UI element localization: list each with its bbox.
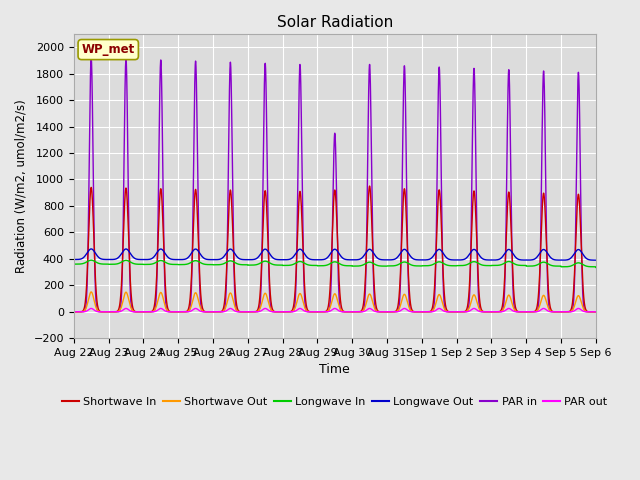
Y-axis label: Radiation (W/m2, umol/m2/s): Radiation (W/m2, umol/m2/s) (15, 99, 28, 273)
Title: Solar Radiation: Solar Radiation (276, 15, 393, 30)
Legend: Shortwave In, Shortwave Out, Longwave In, Longwave Out, PAR in, PAR out: Shortwave In, Shortwave Out, Longwave In… (58, 393, 612, 411)
X-axis label: Time: Time (319, 363, 350, 376)
Text: WP_met: WP_met (82, 43, 135, 56)
